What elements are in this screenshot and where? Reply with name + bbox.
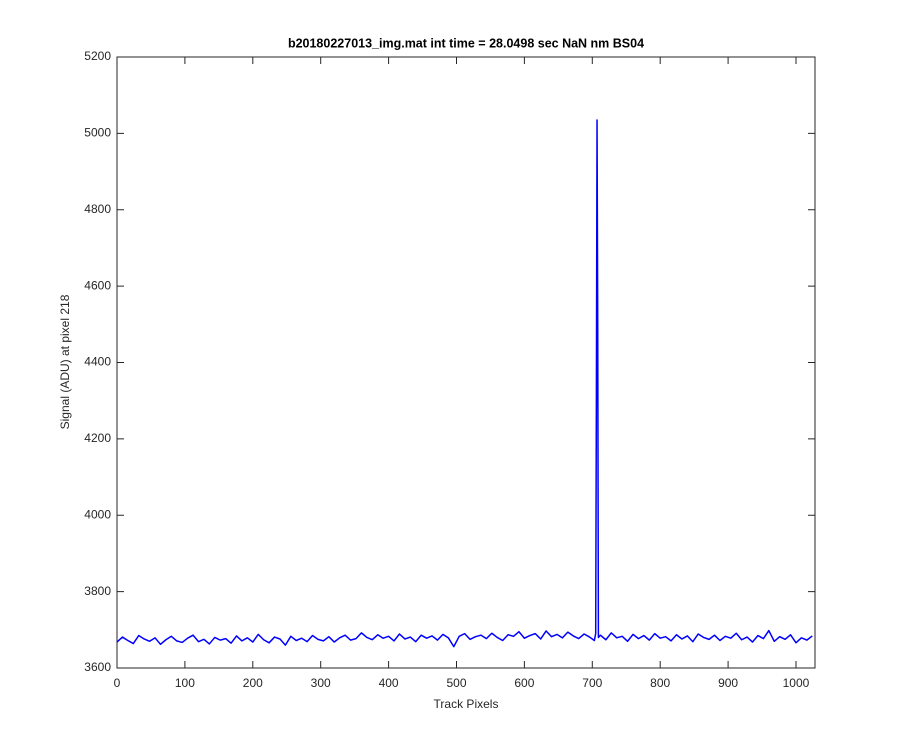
- y-tick-label: 4600: [84, 278, 111, 292]
- chart-title: b20180227013_img.mat int time = 28.0498 …: [288, 36, 644, 50]
- x-tick-label: 1000: [783, 676, 810, 690]
- x-tick-label: 900: [718, 676, 738, 690]
- x-tick-label: 500: [446, 676, 466, 690]
- y-tick-label: 4000: [84, 507, 111, 521]
- x-tick-label: 700: [582, 676, 602, 690]
- y-tick-label: 5000: [84, 126, 111, 140]
- y-tick-label: 4200: [84, 431, 111, 445]
- x-tick-label: 300: [311, 676, 331, 690]
- x-tick-label: 200: [243, 676, 263, 690]
- y-axis-label: Signal (ADU) at pixel 218: [58, 294, 72, 429]
- x-tick-label: 600: [514, 676, 534, 690]
- y-tick-label: 3600: [84, 660, 111, 674]
- data-line: [116, 119, 813, 648]
- x-tick-label: 400: [379, 676, 399, 690]
- y-tick-label: 4400: [84, 355, 111, 369]
- x-axis-label: Track Pixels: [434, 697, 499, 711]
- axes-box: [116, 56, 816, 669]
- y-tick-label: 3800: [84, 584, 111, 598]
- y-tick-label: 4800: [84, 202, 111, 216]
- x-tick-label: 100: [175, 676, 195, 690]
- y-tick-label: 5200: [84, 49, 111, 63]
- x-tick-label: 800: [650, 676, 670, 690]
- x-tick-label: 0: [114, 676, 121, 690]
